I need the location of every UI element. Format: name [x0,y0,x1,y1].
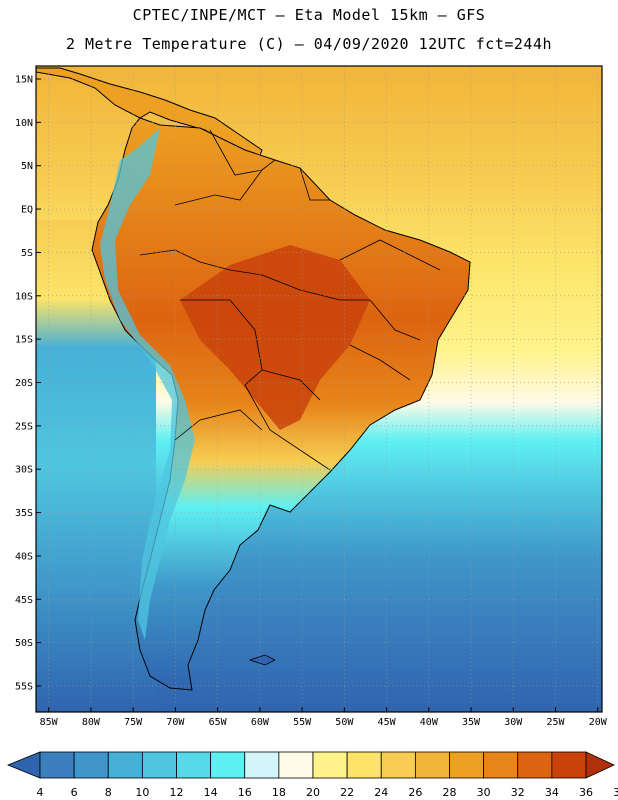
color-bar-label: 14 [204,786,218,799]
color-bar-label: 28 [443,786,457,799]
lat-label: 45S [15,595,33,606]
color-bar-label: 36 [579,786,593,799]
color-bar-label: 16 [238,786,252,799]
lon-label: 35W [462,717,481,728]
lat-label: 5S [21,248,33,259]
hot-core-region [180,245,370,430]
color-bar-labels: 4 6 8 10 12 14 16 18 20 22 24 26 28 30 32 34 36 38 [37,786,618,799]
chart-title: CPTEC/INPE/MCT – Eta Model 15km – GFS [132,6,486,24]
lat-label: 25S [15,421,33,432]
color-bar [6,751,615,779]
lat-label: 20S [15,378,33,389]
andes-cool-strip [100,128,195,640]
color-bar-label: 4 [37,786,44,799]
color-bar-swatch [210,751,246,779]
color-bar-swatch [141,751,177,779]
color-bar-swatch [414,751,450,779]
color-bar-label: 34 [545,786,559,799]
lon-label: 40W [420,717,439,728]
color-bar-label: 32 [511,786,525,799]
lon-label: 70W [166,717,185,728]
color-bar-label: 12 [170,786,184,799]
color-bar-swatch [517,751,553,779]
lon-label: 55W [293,717,312,728]
color-bar-swatch [312,751,348,779]
lat-label: 50S [15,638,33,649]
longitude-labels: 85W 80W 75W 70W 65W 60W 55W 50W 45W 40W 35W 30W 25W 2… [40,707,608,728]
latitude-labels: 15N 10N 5N EQ 5S 10S 15S 20S 25S 30S 35S 40S 45S 50S 5… [15,75,41,692]
lon-label: 80W [82,717,101,728]
color-bar-high-arrow [585,751,615,779]
color-bar-swatch [346,751,382,779]
color-bar-swatch [483,751,519,779]
color-bar-swatch [449,751,485,779]
falkland-islands [248,654,276,666]
color-bar-swatch [176,751,212,779]
country-borders [139,129,441,471]
color-bar-label: 26 [408,786,422,799]
lat-label: 10S [15,291,33,302]
lon-label: 25W [547,717,566,728]
color-bar-swatch [380,751,416,779]
color-bar-swatch [39,751,75,779]
color-bar-label: 10 [135,786,149,799]
color-bar-label: 8 [105,786,112,799]
central-america-land [36,67,263,161]
color-bar-label: 24 [374,786,388,799]
lat-label: 35S [15,508,33,519]
lat-label: 5N [21,161,33,172]
lat-label: 10N [15,118,33,129]
lat-label: 30S [15,465,33,476]
lon-label: 50W [335,717,354,728]
color-bar-swatch [73,751,109,779]
lat-label: 15N [15,75,33,86]
lon-label: 20W [589,717,608,728]
lat-label: EQ [21,205,33,216]
lat-label: 55S [15,681,33,692]
chart-subtitle: 2 Metre Temperature (C) – 04/09/2020 12U… [65,35,553,53]
color-bar-label: 6 [71,786,78,799]
color-bar-label: 22 [340,786,354,799]
lon-label: 45W [378,717,397,728]
color-bar-label: 30 [477,786,491,799]
color-bar-label: 38 [613,786,618,799]
lon-label: 85W [40,717,59,728]
color-bar-swatch [278,751,314,779]
lon-label: 75W [124,717,143,728]
color-bar-swatch [551,751,587,779]
color-bar-swatch [107,751,143,779]
color-bar-label: 20 [306,786,320,799]
lat-label: 40S [15,551,33,562]
lon-label: 65W [209,717,228,728]
color-bar-swatch [244,751,280,779]
lon-label: 60W [251,717,270,728]
map-frame [35,65,603,713]
color-bar-low-arrow [6,751,41,779]
color-bar-label: 18 [272,786,286,799]
lon-label: 30W [504,717,523,728]
lat-label: 15S [15,335,33,346]
